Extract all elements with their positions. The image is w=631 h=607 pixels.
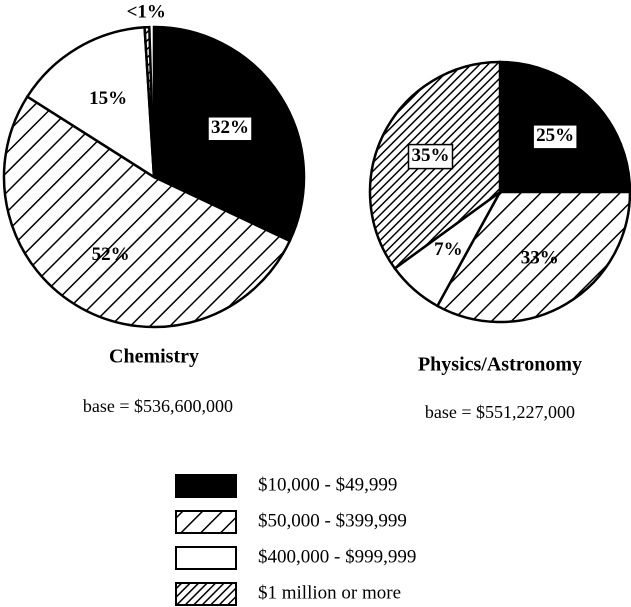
pie-subtitle: base = $551,227,000 xyxy=(425,402,575,422)
pie-subtitle: base = $536,600,000 xyxy=(83,396,233,416)
legend-label: $400,000 - $999,999 xyxy=(258,546,416,567)
pie-slice xyxy=(143,25,156,178)
legend-label: $10,000 - $49,999 xyxy=(258,474,397,495)
value-label-box xyxy=(207,116,253,142)
pie-title: Chemistry xyxy=(109,346,199,368)
value-label: 35% xyxy=(412,145,450,166)
value-label-box xyxy=(407,143,454,170)
pie-slice xyxy=(25,25,156,180)
legend-swatch xyxy=(175,546,237,570)
legend-swatch xyxy=(175,510,237,534)
legend-label: $1 million or more xyxy=(258,582,401,603)
value-label: 15% xyxy=(89,88,127,109)
pie-slice xyxy=(435,190,631,324)
value-label-box xyxy=(532,124,578,150)
pie-title: Physics/Astronomy xyxy=(418,354,582,376)
value-label: <1% xyxy=(127,2,166,23)
pie-slice xyxy=(2,94,292,329)
value-label: 32% xyxy=(211,117,249,138)
legend-swatch xyxy=(175,474,237,498)
value-label: 33% xyxy=(521,247,559,268)
value-label: 52% xyxy=(92,244,130,265)
legend-label: $50,000 - $399,999 xyxy=(258,510,407,531)
legend-swatch xyxy=(175,582,237,606)
value-label: 7% xyxy=(434,239,463,260)
value-label: 25% xyxy=(536,125,574,146)
